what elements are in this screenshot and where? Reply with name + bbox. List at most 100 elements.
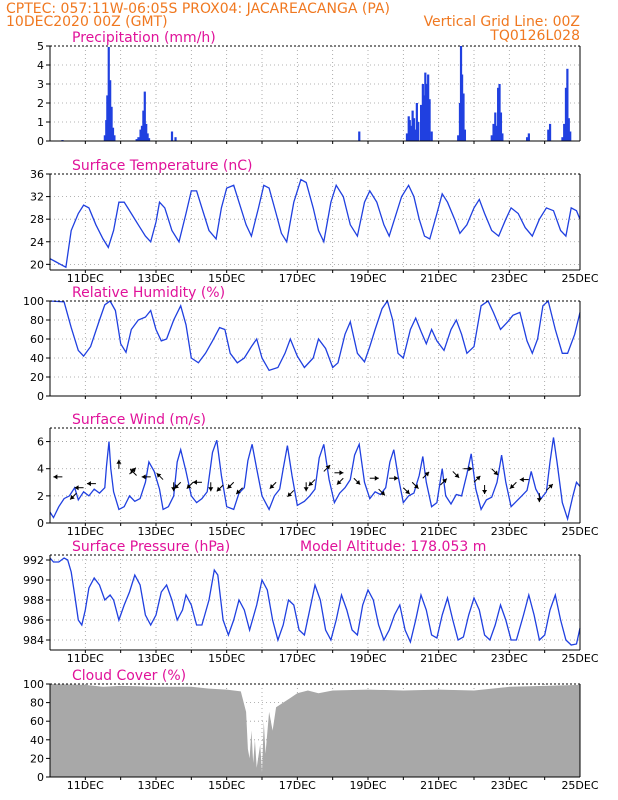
x-tick-label: 15DEC [208, 779, 245, 792]
y-tick-label: 40 [30, 352, 44, 365]
wind-arrow-head [227, 484, 232, 489]
x-tick-label: 25DEC [561, 525, 598, 538]
precip-bar [143, 91, 146, 141]
y-tick-label: 2 [37, 97, 44, 110]
wind-arrow-head [186, 484, 192, 489]
wind-arrow [378, 488, 386, 496]
wind-arrow [129, 468, 137, 476]
precip-bar [547, 129, 550, 141]
chart-panel-pressure: 984 986 988 990 992 11DEC 13DEC 15DEC 17DEC 19DEC… [23, 539, 599, 665]
wind-arrow [491, 468, 499, 476]
x-tick-label: 23DEC [491, 272, 528, 285]
wind-arrow-head [475, 475, 481, 481]
wind-arrow [216, 484, 224, 492]
panel-title: Relative Humidity (%) [72, 285, 225, 301]
x-tick-label: 19DEC [349, 779, 386, 792]
precip-bar [498, 84, 501, 141]
y-tick-label: 4 [37, 463, 44, 476]
wind-arrow-head [336, 479, 342, 485]
precip-bar [414, 129, 417, 141]
x-tick-label: 11DEC [67, 652, 104, 665]
precip-bar [405, 133, 409, 141]
precip-bar [147, 138, 151, 141]
precip-bar [106, 95, 109, 141]
wind-arrow-head [380, 490, 385, 496]
precip-bar [425, 84, 428, 141]
y-tick-label: 36 [30, 168, 44, 181]
x-tick-label: 11DEC [67, 272, 104, 285]
precip-bar [490, 135, 493, 141]
series-line-wind [49, 437, 581, 522]
wind-arrow [463, 466, 473, 472]
precip-bar [145, 123, 148, 141]
y-tick-label: 32 [30, 191, 44, 204]
x-tick-label: 17DEC [279, 272, 316, 285]
precip-bar [412, 118, 416, 141]
wind-arrow [74, 485, 84, 491]
precip-bar [107, 46, 110, 142]
y-tick-label: 5 [37, 40, 44, 53]
wind-arrow-head [216, 486, 222, 492]
wind-arrow [141, 474, 151, 480]
wind-arrow-head [156, 473, 162, 478]
wind-arrow [334, 470, 344, 476]
precip-bar [137, 137, 140, 141]
precip-bar [109, 80, 112, 141]
wind-arrow [353, 477, 361, 485]
x-tick-label: 15DEC [208, 652, 245, 665]
x-tick-label: 17DEC [279, 652, 316, 665]
precip-bar [495, 125, 498, 141]
x-tick-label: 21DEC [420, 272, 457, 285]
wind-arrow-head [519, 477, 524, 483]
x-tick-label: 23DEC [491, 779, 528, 792]
wind-arrow [509, 481, 517, 490]
chart-panel-temp: 20 24 28 32 36 11DEC 13DEC 15DEC 17DEC 19DEC 21DEC… [30, 158, 599, 285]
y-tick-label: 986 [23, 614, 44, 627]
y-tick-label: 6 [37, 436, 44, 449]
wind-arrow-head [355, 479, 361, 485]
wind-arrow [323, 464, 331, 472]
y-tick-label: 984 [23, 634, 44, 647]
wind-arrow-head [424, 471, 430, 477]
precip-bar [569, 131, 572, 141]
y-tick-label: 24 [30, 236, 44, 249]
wind-arrow [208, 482, 214, 492]
wind-arrow [546, 483, 554, 491]
precip-bar [422, 95, 426, 141]
precip-bar [463, 129, 467, 141]
wind-arrow [519, 477, 529, 483]
precip-bar [417, 122, 420, 141]
y-tick-label: 100 [23, 678, 44, 691]
y-tick-label: 4 [37, 59, 44, 72]
panel-title: Surface Temperature (nC) [72, 158, 253, 174]
precip-bar [430, 131, 433, 141]
x-tick-label: 19DEC [349, 652, 386, 665]
wind-arrow-head [236, 489, 241, 495]
precip-bar [140, 125, 144, 141]
y-tick-label: 990 [23, 574, 44, 587]
wind-arrow-head [141, 474, 146, 480]
wind-arrow [116, 459, 122, 469]
panel-title: Precipitation (mm/h) [72, 30, 216, 46]
y-tick-label: 60 [30, 715, 44, 728]
wind-arrow [473, 475, 481, 483]
wind-arrow [192, 479, 202, 485]
wind-arrow-head [394, 475, 399, 481]
wind-arrow-head [454, 473, 460, 478]
wind-arrow-head [174, 484, 179, 489]
x-tick-label: 15DEC [208, 525, 245, 538]
precip-bar [460, 74, 464, 141]
precip-bar [501, 133, 504, 141]
wind-arrow [69, 492, 77, 500]
precip-bar [139, 129, 142, 141]
y-tick-label: 0 [37, 517, 44, 530]
precip-bar [111, 127, 115, 141]
chart-panel-wind: 0 2 4 6 11DEC 13DEC 15DEC 17DEC 19DEC 21DEC 23DEC 2… [37, 412, 599, 538]
y-tick-label: 0 [37, 390, 44, 403]
x-tick-label: 23DEC [491, 525, 528, 538]
precip-bar [567, 118, 570, 141]
wind-arrow-head [548, 484, 553, 489]
precip-bar [415, 103, 418, 141]
y-tick-label: 3 [37, 78, 44, 91]
